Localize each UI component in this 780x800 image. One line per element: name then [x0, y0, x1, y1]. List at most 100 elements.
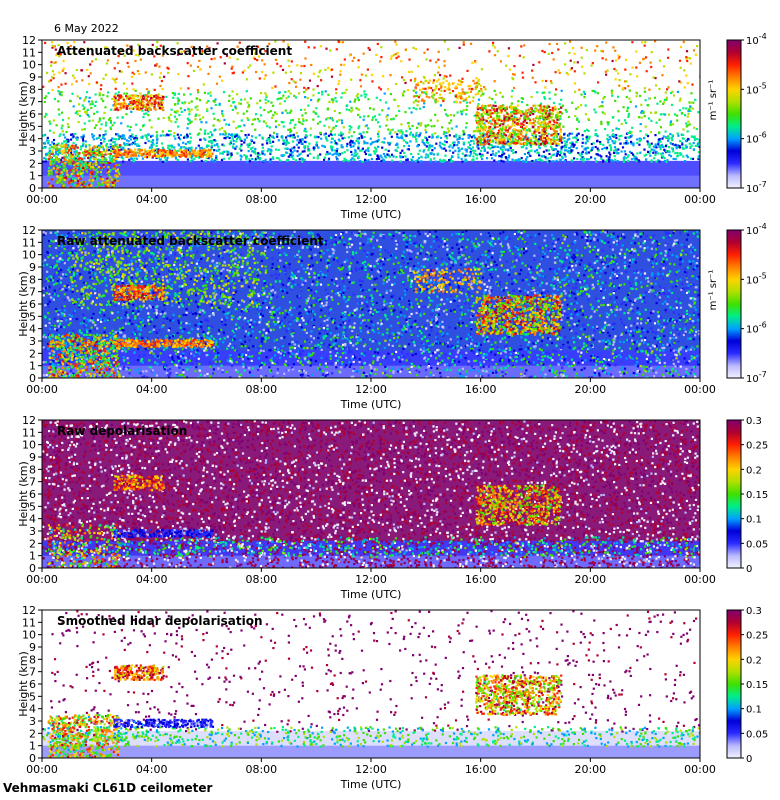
- colorbar-tick-label: 0.15: [746, 680, 768, 691]
- y-tick-label: 2: [29, 347, 36, 360]
- y-tick-label: 7: [29, 666, 36, 679]
- heatmap-area: [42, 420, 700, 568]
- x-axis-label: Time (UTC): [340, 208, 402, 221]
- heatmap-area: [42, 230, 700, 378]
- colorbar: 0.3 0.25 0.2 0.15 0.1 0.05 0: [726, 416, 768, 575]
- x-tick-label: 00:00: [26, 763, 58, 776]
- signal-noise: [42, 40, 700, 163]
- x-tick-label: 04:00: [136, 193, 168, 206]
- y-tick-label: 2: [29, 157, 36, 170]
- y-tick-label: 12: [22, 414, 36, 427]
- colorbar-tick-label: 0.1: [746, 705, 762, 716]
- x-tick-label: 00:00: [684, 383, 716, 396]
- y-tick-label: 4: [29, 513, 36, 526]
- x-tick-label: 20:00: [574, 763, 606, 776]
- x-tick-label: 08:00: [245, 573, 277, 586]
- x-tick-label: 16:00: [465, 193, 497, 206]
- x-tick-label: 08:00: [245, 383, 277, 396]
- colorbar-tick-label: 0.15: [746, 490, 768, 501]
- colorbar-tick-label: 0.2: [746, 655, 762, 666]
- y-tick-label: 0: [29, 752, 36, 765]
- panel-title: Raw depolarisation: [57, 424, 187, 438]
- x-tick-label: 00:00: [26, 383, 58, 396]
- y-tick-label: 0: [29, 182, 36, 195]
- panel-title: Attenuated backscatter coefficient: [57, 44, 292, 58]
- colorbar-tick-label: 10-6: [746, 321, 767, 336]
- colorbar-tick-label: 0.05: [746, 729, 768, 740]
- cloud-features: [47, 474, 563, 568]
- x-tick-label: 04:00: [136, 763, 168, 776]
- panel-1: Attenuated backscatter coefficient012345…: [17, 32, 767, 221]
- colorbar-tick-label: 0.3: [746, 416, 762, 427]
- y-tick-label: 12: [22, 34, 36, 47]
- y-tick-label: 7: [29, 476, 36, 489]
- x-tick-label: 16:00: [465, 383, 497, 396]
- y-tick-label: 3: [29, 715, 36, 728]
- x-tick-label: 00:00: [26, 193, 58, 206]
- y-tick-label: 5: [29, 310, 36, 323]
- y-tick-label: 11: [22, 426, 36, 439]
- colorbar-tick-label: 0: [746, 754, 752, 765]
- panel-title: Raw attenuated backscatter coefficient: [57, 234, 324, 248]
- colorbar-scale: [726, 39, 742, 189]
- colorbar-tick-label: 0.25: [746, 441, 768, 452]
- colorbar-tick-label: 10-4: [746, 222, 767, 237]
- x-tick-label: 00:00: [684, 763, 716, 776]
- heatmap-area: [42, 610, 700, 758]
- x-tick-label: 12:00: [355, 193, 387, 206]
- y-tick-label: 9: [29, 451, 36, 464]
- cloud-features: [47, 77, 563, 188]
- boundary-layer: [42, 160, 700, 188]
- y-tick-label: 3: [29, 335, 36, 348]
- y-tick-label: 1: [29, 170, 36, 183]
- y-tick-label: 8: [29, 273, 36, 286]
- y-tick-label: 3: [29, 525, 36, 538]
- y-tick-label: 10: [22, 629, 36, 642]
- y-tick-label: 0: [29, 372, 36, 385]
- x-tick-label: 12:00: [355, 573, 387, 586]
- y-tick-label: 1: [29, 550, 36, 563]
- x-tick-label: 00:00: [684, 193, 716, 206]
- colorbar-scale: [726, 609, 742, 759]
- x-tick-label: 00:00: [26, 573, 58, 586]
- colorbar-tick-label: 10-7: [746, 180, 767, 195]
- colorbar-tick-label: 0.05: [746, 539, 768, 550]
- y-tick-label: 6: [29, 108, 36, 121]
- y-tick-label: 10: [22, 249, 36, 262]
- x-tick-label: 20:00: [574, 383, 606, 396]
- panel-2: Raw attenuated backscatter coefficient 0 1…: [17, 222, 767, 411]
- x-tick-label: 04:00: [136, 573, 168, 586]
- x-tick-label: 00:00: [684, 573, 716, 586]
- heatmap-area: [42, 40, 700, 188]
- x-tick-label: 20:00: [574, 193, 606, 206]
- colorbar-tick-label: 0.1: [746, 515, 762, 526]
- y-tick-label: 4: [29, 703, 36, 716]
- y-tick-label: 1: [29, 740, 36, 753]
- y-tick-label: 8: [29, 653, 36, 666]
- cloud-features: [47, 267, 563, 378]
- y-tick-label: 10: [22, 59, 36, 72]
- colorbar-scale: [726, 419, 742, 569]
- colorbar: 10-4 10-5 10-6 10-7 m⁻¹ sr⁻¹: [708, 32, 767, 195]
- y-tick-label: 4: [29, 133, 36, 146]
- x-tick-label: 08:00: [245, 763, 277, 776]
- y-tick-label: 5: [29, 690, 36, 703]
- colorbar-unit-label: m⁻¹ sr⁻¹: [708, 270, 719, 311]
- colorbar-tick-label: 10-7: [746, 370, 767, 385]
- y-tick-label: 6: [29, 298, 36, 311]
- site-label: Vehmasmaki CL61D ceilometer: [3, 781, 212, 795]
- colorbar-tick-label: 0.2: [746, 465, 762, 476]
- y-tick-label: 7: [29, 96, 36, 109]
- y-tick-label: 2: [29, 727, 36, 740]
- cloud-features: [47, 664, 563, 758]
- y-tick-label: 8: [29, 463, 36, 476]
- colorbar-scale: [726, 229, 742, 379]
- y-axis-label: Height (km): [17, 461, 30, 527]
- panel-4: Smoothed lidar depolarisation01234567891…: [17, 604, 768, 791]
- colorbar-tick-label: 10-6: [746, 131, 767, 146]
- x-tick-label: 12:00: [355, 763, 387, 776]
- y-tick-label: 12: [22, 224, 36, 237]
- x-axis-label: Time (UTC): [340, 778, 402, 791]
- y-tick-label: 11: [22, 46, 36, 59]
